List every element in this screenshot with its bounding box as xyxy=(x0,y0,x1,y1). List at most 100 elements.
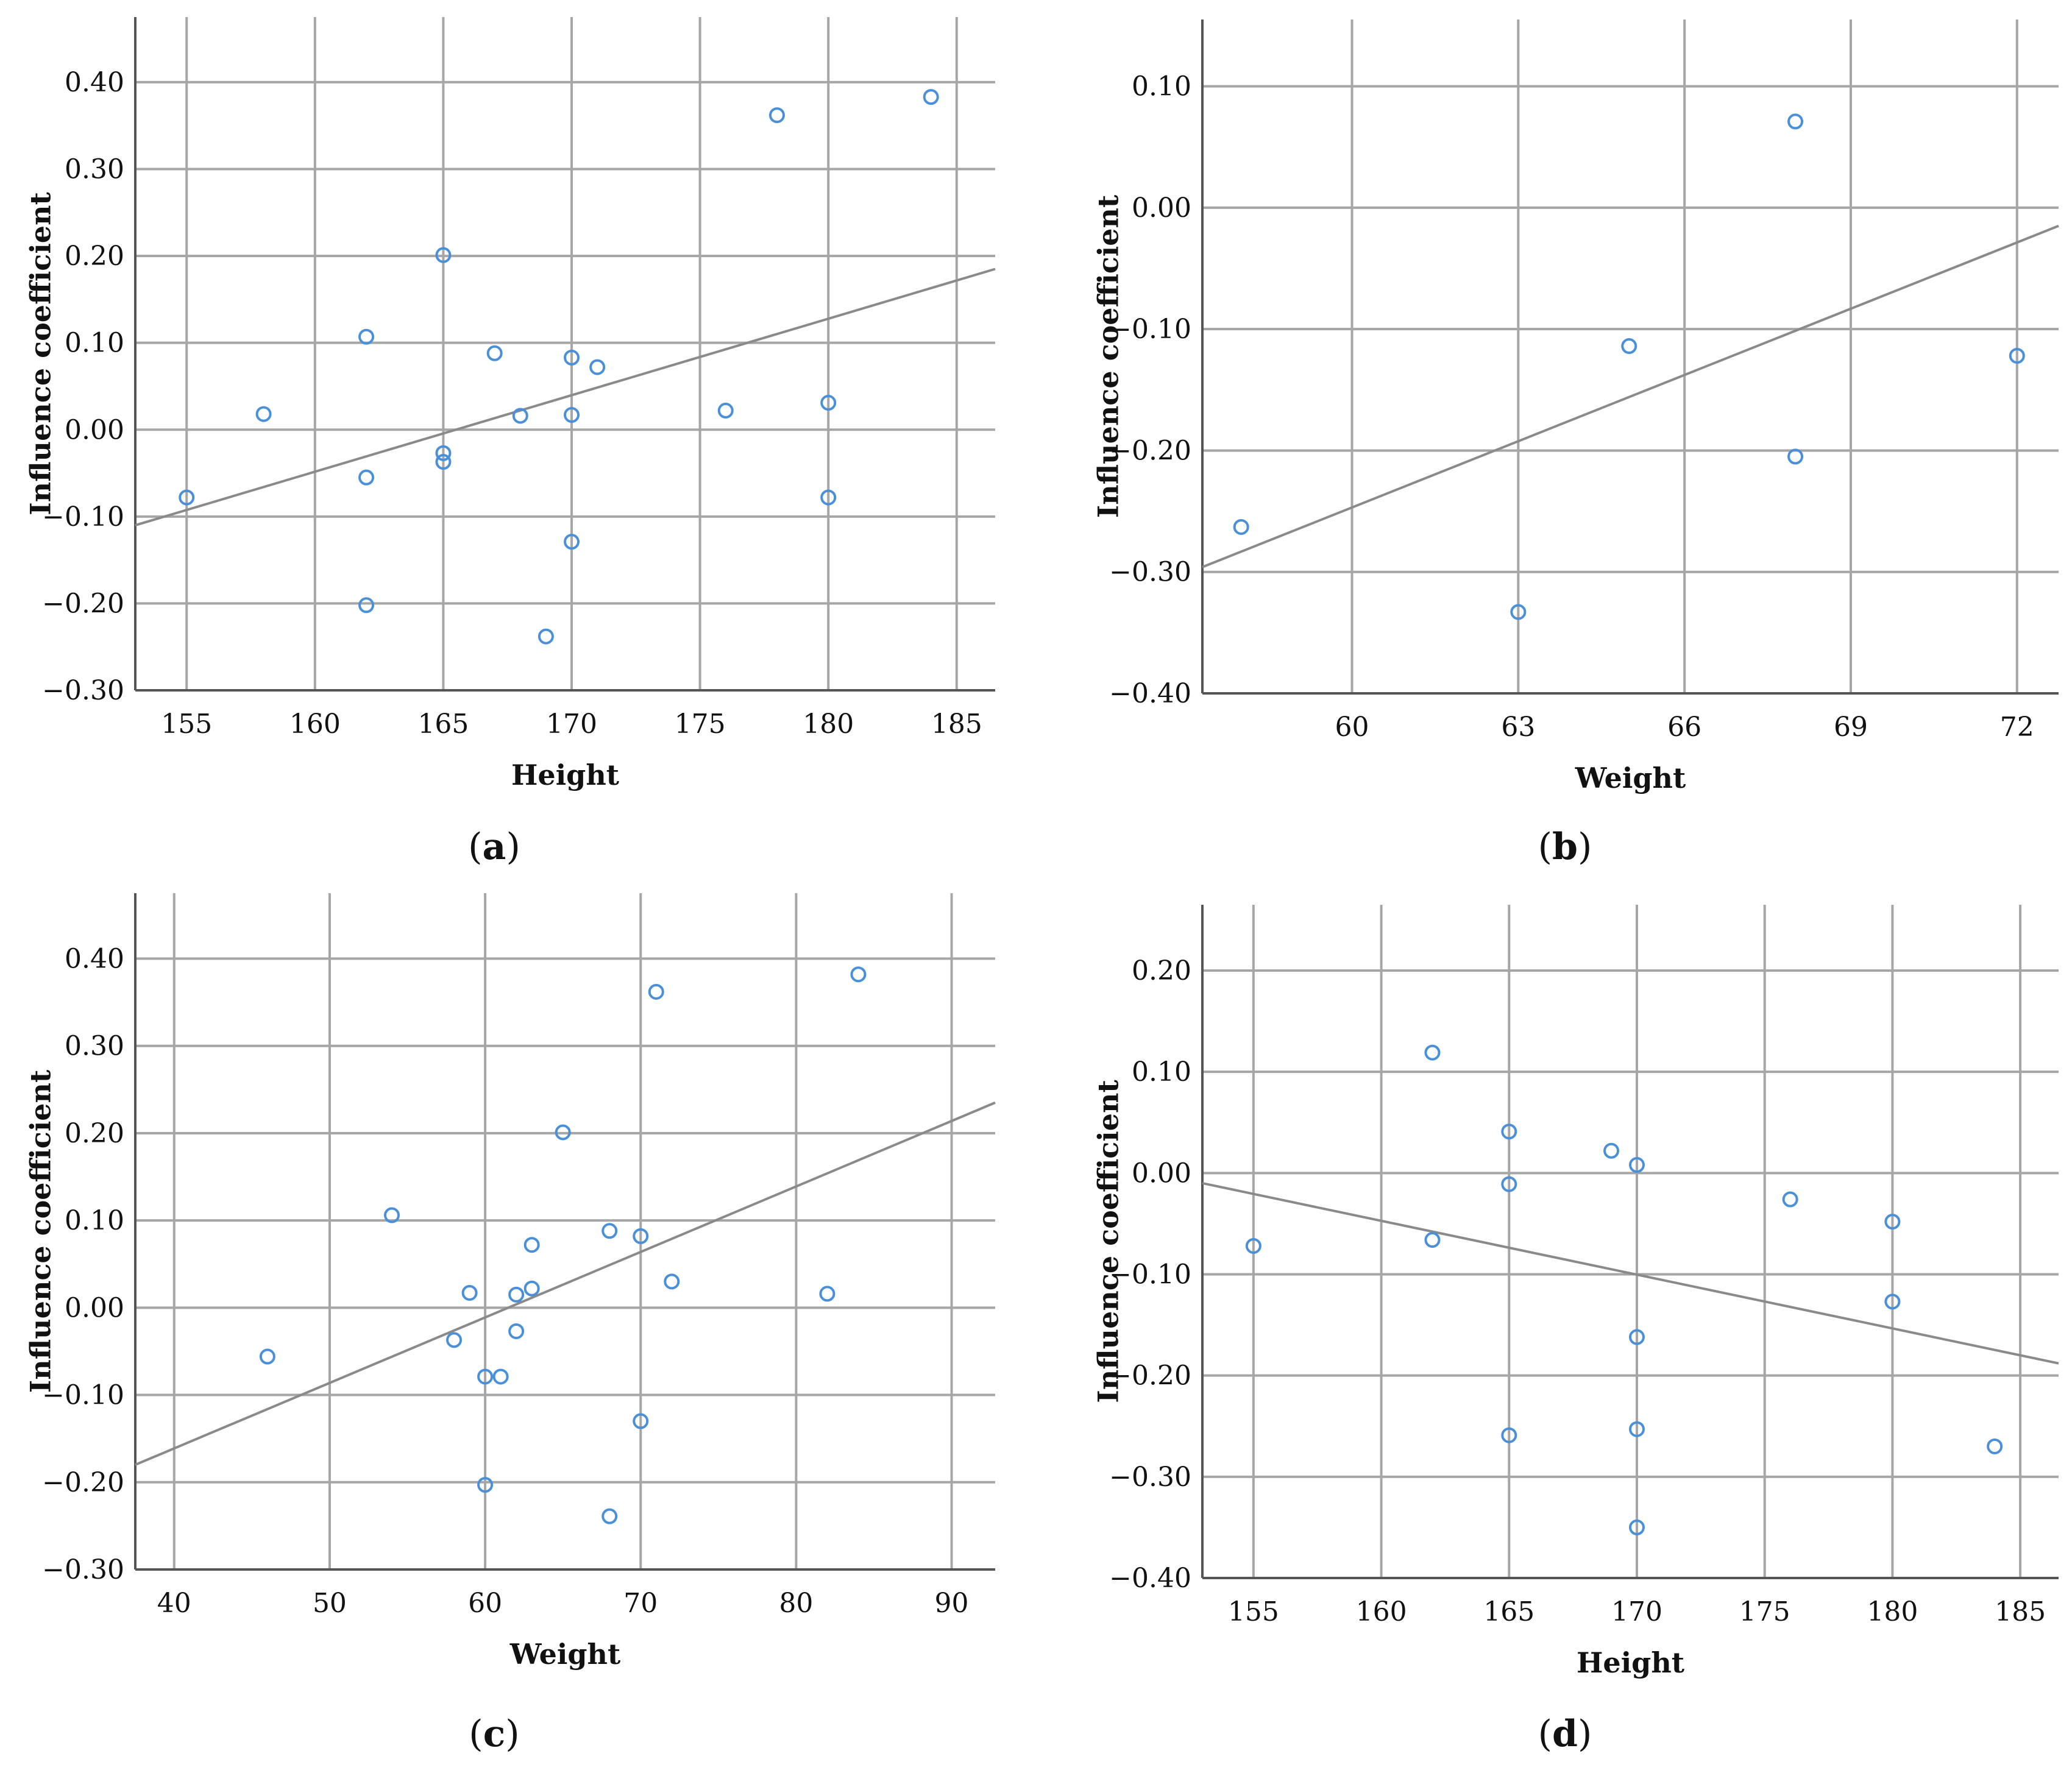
y-tick-label: 0.20 xyxy=(65,241,124,272)
y-axis-title: Influence coefficient xyxy=(24,192,57,515)
data-point xyxy=(1233,518,1249,535)
data-point xyxy=(633,1228,649,1244)
x-tick-label: 70 xyxy=(623,1588,658,1619)
caption-letter: a xyxy=(483,826,506,868)
data-point xyxy=(255,406,272,422)
y-tick-label: −0.20 xyxy=(42,588,124,619)
caption-open-paren: ( xyxy=(1538,1713,1552,1755)
fit-line xyxy=(1202,224,2059,568)
y-tick-label: 0.00 xyxy=(1132,1158,1191,1189)
x-tick-label: 69 xyxy=(1834,712,1868,743)
data-point xyxy=(820,395,837,411)
y-tick-label: 0.30 xyxy=(65,154,124,185)
data-point xyxy=(435,454,452,470)
fit-line xyxy=(1202,1181,2059,1365)
y-tick-label: −0.40 xyxy=(1109,678,1191,709)
data-point xyxy=(850,966,867,983)
data-point xyxy=(1510,604,1527,620)
data-point xyxy=(435,247,452,263)
data-point xyxy=(564,407,580,423)
y-tick-label: 0.10 xyxy=(65,328,124,359)
x-axis-title: Weight xyxy=(509,1638,621,1671)
data-point xyxy=(1884,1214,1901,1230)
y-tick-label: −0.10 xyxy=(1109,314,1191,345)
y-tick-label: −0.20 xyxy=(42,1467,124,1498)
data-point xyxy=(512,408,528,424)
data-point xyxy=(435,445,452,461)
x-tick-label: 175 xyxy=(1739,1596,1790,1627)
panel-caption: (b) xyxy=(1538,826,1592,868)
data-point xyxy=(768,107,785,124)
data-point xyxy=(523,1280,540,1297)
caption-close-paren: ) xyxy=(1578,826,1592,868)
y-tick-label: −0.10 xyxy=(42,501,124,533)
y-tick-label: 0.10 xyxy=(1132,1056,1191,1088)
data-point xyxy=(717,402,734,419)
data-point xyxy=(589,359,606,375)
x-axis-title: Height xyxy=(1577,1646,1685,1679)
y-tick-label: −0.30 xyxy=(1109,557,1191,588)
y-tick-label: −0.40 xyxy=(1109,1563,1191,1594)
x-tick-label: 66 xyxy=(1667,712,1701,743)
y-tick-label: 0.10 xyxy=(65,1205,124,1236)
caption-close-paren: ) xyxy=(506,826,520,868)
x-tick-label: 60 xyxy=(468,1588,502,1619)
caption-open-paren: ( xyxy=(468,826,482,868)
chart-panel-a: 155 160 165 170 175 180 185 −0.30 −0.20 −0.10 0.00… xyxy=(24,17,996,868)
y-tick-label: 0.40 xyxy=(65,943,124,974)
data-point xyxy=(508,1286,525,1303)
x-tick-label: 170 xyxy=(546,709,597,740)
chart-panel-c: 40 50 60 70 80 90 −0.30 −0.20 −0.10 0.00 0.10 0.20 0… xyxy=(24,893,996,1755)
panel-caption: (d) xyxy=(1538,1713,1592,1755)
y-tick-label: 0.00 xyxy=(65,1292,124,1323)
data-point xyxy=(1424,1044,1441,1061)
data-point xyxy=(358,597,375,614)
data-point xyxy=(633,1413,649,1429)
data-point xyxy=(259,1348,275,1365)
data-point xyxy=(1787,113,1804,130)
data-point xyxy=(358,328,375,345)
y-tick-label: −0.30 xyxy=(42,675,124,706)
x-tick-label: 180 xyxy=(1867,1596,1918,1627)
data-point xyxy=(179,489,195,506)
data-point xyxy=(538,628,554,645)
y-axis-title: Influence coefficient xyxy=(24,1069,57,1393)
y-tick-label: −0.10 xyxy=(1109,1259,1191,1290)
data-point xyxy=(2009,348,2025,364)
data-point xyxy=(648,983,664,1000)
y-tick-label: −0.30 xyxy=(42,1554,124,1585)
data-point xyxy=(477,1368,494,1385)
x-axis-title: Weight xyxy=(1575,762,1686,794)
y-axis-title: Influence coefficient xyxy=(1091,1080,1124,1403)
caption-letter: c xyxy=(483,1713,506,1755)
fit-line xyxy=(135,267,996,527)
y-tick-label: −0.20 xyxy=(1109,435,1191,466)
data-point xyxy=(384,1207,400,1223)
data-point xyxy=(1424,1232,1441,1248)
x-tick-label: 40 xyxy=(157,1588,191,1619)
data-point xyxy=(601,1508,618,1524)
data-point xyxy=(555,1124,571,1141)
data-point xyxy=(1628,1329,1645,1345)
data-point xyxy=(1787,448,1804,465)
y-tick-label: 0.00 xyxy=(1132,193,1191,224)
chart-panel-d: 155 160 165 170 175 180 185 −0.40 −0.30 −0.20 −0.1… xyxy=(1091,905,2059,1755)
data-point xyxy=(492,1368,509,1385)
y-tick-label: 0.20 xyxy=(65,1118,124,1149)
x-tick-label: 80 xyxy=(779,1588,813,1619)
data-point xyxy=(923,89,939,105)
data-point xyxy=(564,534,580,550)
x-tick-label: 90 xyxy=(935,1588,969,1619)
data-point xyxy=(1628,1421,1645,1437)
x-tick-label: 155 xyxy=(161,709,212,740)
data-point xyxy=(1628,1519,1645,1535)
caption-close-paren: ) xyxy=(505,1713,519,1755)
data-point xyxy=(1245,1237,1261,1254)
data-point xyxy=(1501,1176,1517,1192)
x-tick-label: 165 xyxy=(1483,1596,1534,1627)
y-tick-label: 0.30 xyxy=(65,1031,124,1062)
y-tick-label: −0.20 xyxy=(1109,1361,1191,1392)
data-point xyxy=(1621,338,1637,355)
caption-letter: b xyxy=(1552,826,1578,868)
